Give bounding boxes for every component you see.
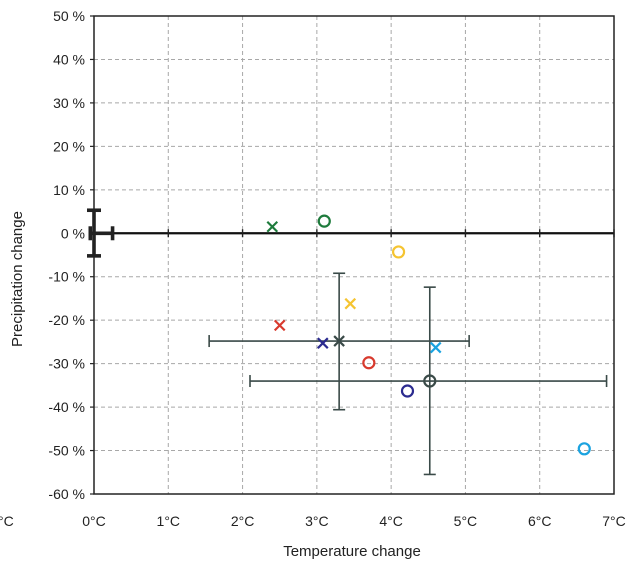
y-tick-label: 40 %	[53, 51, 85, 67]
x-tick-label: 3°C	[305, 513, 329, 529]
x-axis-title: Temperature change	[283, 543, 421, 560]
error-bars	[87, 208, 608, 476]
y-tick-label: 50 %	[53, 8, 85, 24]
stray-left-label: °C	[0, 513, 14, 529]
circle-marker	[317, 214, 331, 228]
data-points	[266, 214, 591, 456]
y-tick-label: -20 %	[48, 312, 85, 328]
circle-marker	[391, 245, 406, 259]
y-tick-label: -50 %	[48, 443, 85, 459]
x-tick-label: 1°C	[157, 513, 181, 529]
circle-marker	[362, 356, 376, 370]
x-marker	[317, 337, 329, 349]
tick-labels: 50 % 40 % 30 % 20 % 10 % 0 % -10 % -20 % -30 % -4…	[48, 8, 625, 529]
y-axis-title: Precipitation change	[9, 211, 26, 347]
x-marker	[344, 297, 357, 310]
circle-marker	[577, 442, 591, 456]
y-tick-label: -60 %	[48, 486, 85, 502]
x-tick-label: 6°C	[528, 513, 552, 529]
y-tick-label: -10 %	[48, 269, 85, 285]
x-marker	[273, 319, 286, 332]
x-tick-label: 0°C	[82, 513, 106, 529]
x-tick-label: 4°C	[379, 513, 403, 529]
x-tick-label: 2°C	[231, 513, 255, 529]
x-tick-label: 7°C	[602, 513, 626, 529]
x-marker	[429, 341, 442, 354]
y-tick-label: -30 %	[48, 356, 85, 372]
x-marker	[266, 220, 279, 233]
grid-lines	[94, 15, 615, 494]
y-tick-label: 0 %	[61, 225, 85, 241]
y-tick-label: 30 %	[53, 95, 85, 111]
circle-marker	[400, 384, 415, 398]
circle-marker	[423, 374, 437, 388]
plot-frame	[93, 15, 615, 495]
y-tick-label: -40 %	[48, 399, 85, 415]
x-tick-label: 5°C	[454, 513, 478, 529]
y-tick-label: 20 %	[53, 138, 85, 154]
y-tick-label: 10 %	[53, 182, 85, 198]
x-marker	[333, 335, 345, 347]
